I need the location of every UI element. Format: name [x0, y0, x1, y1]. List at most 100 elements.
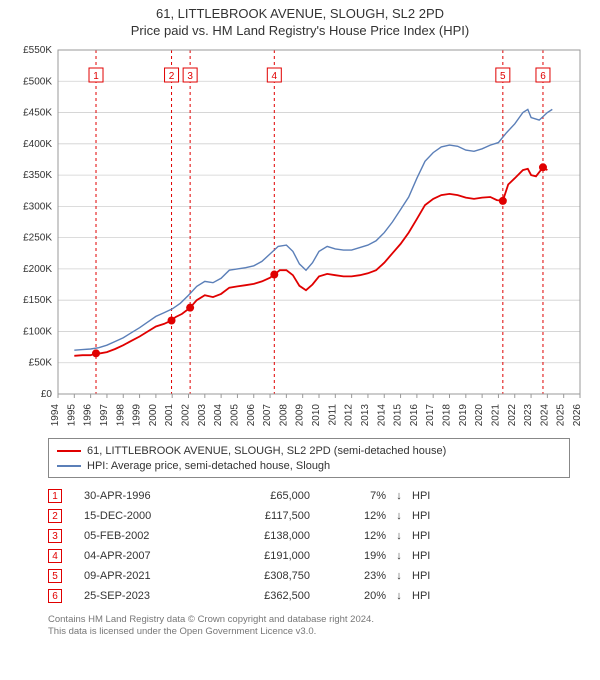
row-pct: 20% [326, 590, 386, 602]
down-arrow-icon: ↓ [392, 490, 406, 502]
x-tick-label: 2003 [197, 404, 208, 427]
x-tick-label: 2010 [311, 404, 322, 427]
series-marker [168, 317, 176, 325]
row-hpi-label: HPI [412, 490, 442, 502]
series-marker [499, 197, 507, 205]
title-line-1: 61, LITTLEBROOK AVENUE, SLOUGH, SL2 2PD [0, 6, 600, 21]
row-pct: 23% [326, 570, 386, 582]
x-tick-label: 2000 [148, 404, 159, 427]
y-tick-label: £500K [23, 76, 52, 87]
legend-row: HPI: Average price, semi-detached house,… [57, 458, 561, 473]
series-marker [270, 271, 278, 279]
row-hpi-label: HPI [412, 570, 442, 582]
page: 61, LITTLEBROOK AVENUE, SLOUGH, SL2 2PD … [0, 0, 600, 680]
x-tick-label: 2007 [262, 404, 273, 427]
x-tick-label: 2014 [376, 404, 387, 427]
legend-swatch [57, 450, 81, 452]
x-tick-label: 2013 [360, 404, 371, 427]
event-marker-number: 6 [540, 71, 546, 82]
x-tick-label: 2020 [474, 404, 485, 427]
x-tick-label: 2004 [213, 404, 224, 427]
down-arrow-icon: ↓ [392, 550, 406, 562]
event-marker-number: 5 [500, 71, 506, 82]
row-marker: 1 [48, 489, 62, 503]
x-tick-label: 2019 [458, 404, 469, 427]
y-tick-label: £150K [23, 295, 52, 306]
row-marker: 3 [48, 529, 62, 543]
x-tick-label: 2025 [556, 404, 567, 427]
y-tick-label: £300K [23, 201, 52, 212]
row-date: 15-DEC-2000 [68, 510, 214, 522]
row-hpi-label: HPI [412, 510, 442, 522]
footer-line-2: This data is licensed under the Open Gov… [48, 626, 570, 638]
x-tick-label: 2005 [229, 404, 240, 427]
y-tick-label: £350K [23, 170, 52, 181]
price-chart: £0£50K£100K£150K£200K£250K£300K£350K£400… [10, 46, 590, 434]
x-tick-label: 2024 [539, 404, 550, 427]
y-tick-label: £0 [41, 389, 53, 400]
x-tick-label: 2009 [295, 404, 306, 427]
x-tick-label: 2022 [507, 404, 518, 427]
x-tick-label: 2011 [327, 404, 338, 426]
row-pct: 7% [326, 490, 386, 502]
table-row: 625-SEP-2023£362,50020%↓HPI [48, 586, 570, 606]
table-row: 130-APR-1996£65,0007%↓HPI [48, 486, 570, 506]
x-tick-label: 2008 [278, 404, 289, 427]
event-marker-number: 4 [272, 71, 278, 82]
y-tick-label: £100K [23, 326, 52, 337]
table-row: 404-APR-2007£191,00019%↓HPI [48, 546, 570, 566]
x-tick-label: 1999 [132, 404, 143, 427]
row-marker: 4 [48, 549, 62, 563]
x-tick-label: 1997 [99, 404, 110, 427]
row-date: 05-FEB-2002 [68, 530, 214, 542]
row-price: £138,000 [220, 530, 320, 542]
legend-label: 61, LITTLEBROOK AVENUE, SLOUGH, SL2 2PD … [87, 445, 446, 457]
x-tick-label: 1995 [66, 404, 77, 427]
x-tick-label: 2015 [393, 404, 404, 427]
event-marker-number: 3 [187, 71, 193, 82]
x-tick-label: 2002 [181, 404, 192, 427]
y-tick-label: £250K [23, 233, 52, 244]
x-tick-label: 2001 [164, 404, 175, 427]
row-price: £65,000 [220, 490, 320, 502]
row-price: £191,000 [220, 550, 320, 562]
x-tick-label: 2012 [344, 404, 355, 427]
event-marker-number: 1 [93, 71, 99, 82]
row-date: 09-APR-2021 [68, 570, 214, 582]
x-tick-label: 1994 [50, 404, 61, 427]
transaction-table: 130-APR-1996£65,0007%↓HPI215-DEC-2000£11… [48, 486, 570, 606]
y-tick-label: £550K [23, 46, 52, 56]
series-marker [92, 349, 100, 357]
legend-swatch [57, 465, 81, 467]
x-tick-label: 2016 [409, 404, 420, 427]
row-pct: 12% [326, 510, 386, 522]
x-tick-label: 1998 [115, 404, 126, 427]
row-pct: 12% [326, 530, 386, 542]
table-row: 305-FEB-2002£138,00012%↓HPI [48, 526, 570, 546]
y-tick-label: £200K [23, 264, 52, 275]
x-tick-label: 2021 [490, 404, 501, 427]
title-block: 61, LITTLEBROOK AVENUE, SLOUGH, SL2 2PD … [0, 0, 600, 38]
x-tick-label: 2018 [442, 404, 453, 427]
legend: 61, LITTLEBROOK AVENUE, SLOUGH, SL2 2PD … [48, 438, 570, 478]
x-tick-label: 2026 [572, 404, 583, 427]
event-marker-number: 2 [169, 71, 175, 82]
row-date: 04-APR-2007 [68, 550, 214, 562]
y-tick-label: £400K [23, 139, 52, 150]
row-price: £117,500 [220, 510, 320, 522]
footer-line-1: Contains HM Land Registry data © Crown c… [48, 614, 570, 626]
row-marker: 2 [48, 509, 62, 523]
down-arrow-icon: ↓ [392, 570, 406, 582]
row-marker: 5 [48, 569, 62, 583]
row-marker: 6 [48, 589, 62, 603]
x-tick-label: 2017 [425, 404, 436, 427]
x-tick-label: 2023 [523, 404, 534, 427]
legend-label: HPI: Average price, semi-detached house,… [87, 460, 330, 472]
row-price: £362,500 [220, 590, 320, 602]
down-arrow-icon: ↓ [392, 510, 406, 522]
row-hpi-label: HPI [412, 590, 442, 602]
row-hpi-label: HPI [412, 530, 442, 542]
footer: Contains HM Land Registry data © Crown c… [48, 614, 570, 639]
legend-row: 61, LITTLEBROOK AVENUE, SLOUGH, SL2 2PD … [57, 443, 561, 458]
row-hpi-label: HPI [412, 550, 442, 562]
